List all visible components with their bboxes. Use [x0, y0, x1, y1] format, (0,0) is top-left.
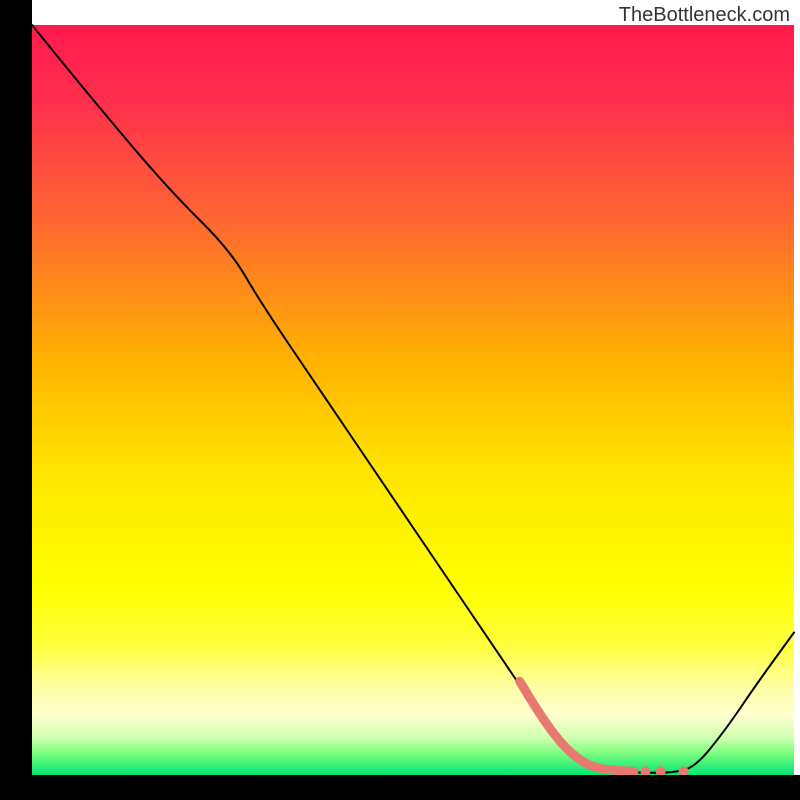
highlight-dot	[679, 766, 689, 776]
chart-svg	[0, 0, 800, 800]
highlight-dot	[640, 766, 650, 776]
highlight-dot	[656, 766, 666, 776]
gradient-background	[32, 25, 794, 775]
x-axis	[0, 775, 800, 800]
bottleneck-chart	[0, 0, 800, 800]
y-axis	[0, 0, 32, 800]
watermark-text: TheBottleneck.com	[619, 4, 790, 27]
